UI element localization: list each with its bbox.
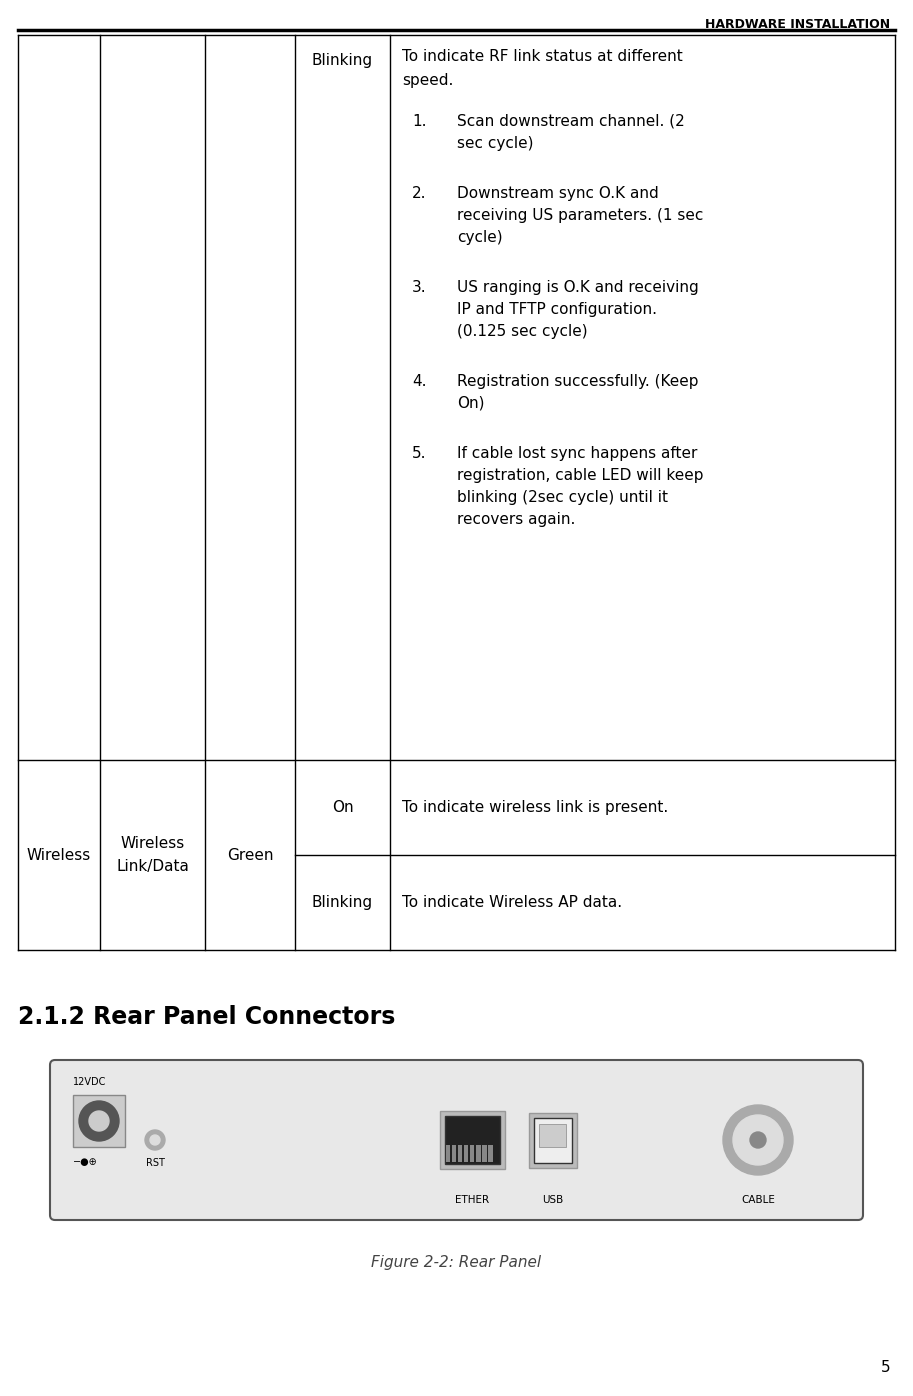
Text: sec cycle): sec cycle) bbox=[457, 135, 533, 151]
Text: Wireless
Link/Data: Wireless Link/Data bbox=[116, 836, 189, 874]
Text: 2.: 2. bbox=[412, 186, 426, 201]
Text: US ranging is O.K and receiving: US ranging is O.K and receiving bbox=[457, 281, 698, 295]
Bar bbox=[533, 1118, 572, 1163]
Text: Downstream sync O.K and: Downstream sync O.K and bbox=[457, 186, 659, 201]
Text: recovers again.: recovers again. bbox=[457, 512, 575, 528]
Text: To indicate Wireless AP data.: To indicate Wireless AP data. bbox=[402, 895, 622, 910]
Text: −●⊕: −●⊕ bbox=[73, 1157, 98, 1167]
Text: CABLE: CABLE bbox=[741, 1195, 775, 1205]
Bar bbox=[464, 1145, 468, 1161]
Text: 1.: 1. bbox=[412, 114, 426, 128]
Text: ETHER: ETHER bbox=[456, 1195, 489, 1205]
Text: registration, cable LED will keep: registration, cable LED will keep bbox=[457, 468, 704, 483]
Text: Registration successfully. (Keep: Registration successfully. (Keep bbox=[457, 374, 698, 389]
Text: HARDWARE INSTALLATION: HARDWARE INSTALLATION bbox=[705, 18, 890, 31]
Circle shape bbox=[750, 1132, 766, 1148]
Text: Blinking: Blinking bbox=[312, 895, 373, 910]
Text: 3.: 3. bbox=[412, 281, 426, 295]
Bar bbox=[488, 1145, 493, 1161]
Text: To indicate wireless link is present.: To indicate wireless link is present. bbox=[402, 800, 668, 815]
Circle shape bbox=[733, 1115, 783, 1166]
Text: blinking (2sec cycle) until it: blinking (2sec cycle) until it bbox=[457, 490, 668, 505]
Text: RST: RST bbox=[145, 1159, 164, 1168]
Circle shape bbox=[145, 1129, 165, 1150]
Bar bbox=[446, 1145, 450, 1161]
Text: On: On bbox=[331, 800, 353, 815]
Bar bbox=[477, 1145, 480, 1161]
Bar bbox=[470, 1145, 475, 1161]
Text: speed.: speed. bbox=[402, 73, 454, 88]
Circle shape bbox=[723, 1106, 793, 1175]
Text: (0.125 sec cycle): (0.125 sec cycle) bbox=[457, 324, 588, 339]
Text: 12VDC: 12VDC bbox=[73, 1076, 107, 1087]
Text: IP and TFTP configuration.: IP and TFTP configuration. bbox=[457, 302, 657, 317]
Bar bbox=[73, 1094, 125, 1148]
Circle shape bbox=[150, 1135, 160, 1145]
Text: On): On) bbox=[457, 396, 485, 410]
Text: 4.: 4. bbox=[412, 374, 426, 389]
Circle shape bbox=[89, 1111, 109, 1131]
Text: To indicate RF link status at different: To indicate RF link status at different bbox=[402, 49, 683, 64]
Text: Green: Green bbox=[226, 847, 273, 863]
Text: If cable lost sync happens after: If cable lost sync happens after bbox=[457, 445, 698, 461]
Bar bbox=[482, 1145, 487, 1161]
Bar bbox=[445, 1115, 500, 1164]
Text: receiving US parameters. (1 sec: receiving US parameters. (1 sec bbox=[457, 208, 703, 223]
Text: cycle): cycle) bbox=[457, 230, 503, 246]
Bar bbox=[529, 1113, 577, 1167]
Circle shape bbox=[79, 1101, 119, 1141]
Bar bbox=[540, 1124, 566, 1146]
FancyBboxPatch shape bbox=[50, 1060, 863, 1220]
Text: Figure 2-2: Rear Panel: Figure 2-2: Rear Panel bbox=[371, 1255, 541, 1270]
Bar bbox=[440, 1111, 505, 1168]
Text: Wireless: Wireless bbox=[26, 847, 91, 863]
Bar bbox=[458, 1145, 462, 1161]
Text: Blinking: Blinking bbox=[312, 53, 373, 68]
Text: 5: 5 bbox=[880, 1360, 890, 1375]
Bar bbox=[452, 1145, 456, 1161]
Text: USB: USB bbox=[542, 1195, 563, 1205]
Text: 5.: 5. bbox=[412, 445, 426, 461]
Text: 2.1.2 Rear Panel Connectors: 2.1.2 Rear Panel Connectors bbox=[18, 1005, 395, 1029]
Text: Scan downstream channel. (2: Scan downstream channel. (2 bbox=[457, 114, 685, 128]
